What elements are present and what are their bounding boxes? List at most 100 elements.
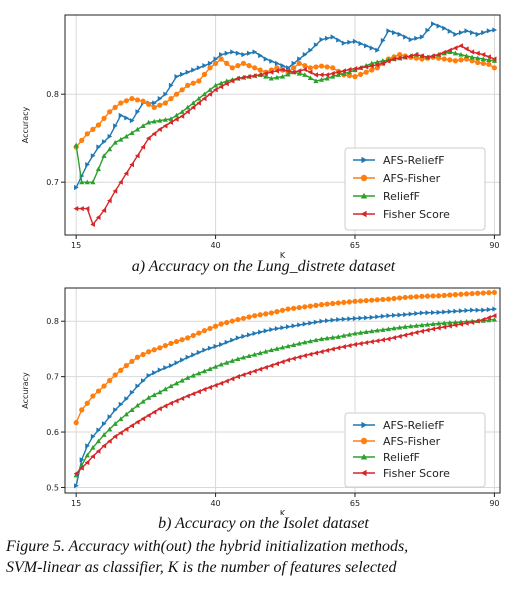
data-point bbox=[173, 338, 180, 345]
data-point bbox=[486, 290, 492, 296]
data-point bbox=[352, 330, 358, 336]
data-point bbox=[385, 58, 391, 64]
data-point bbox=[313, 72, 319, 78]
data-point bbox=[430, 321, 436, 327]
data-point bbox=[174, 360, 180, 366]
data-point bbox=[168, 340, 174, 347]
data-point bbox=[168, 362, 174, 369]
data-point bbox=[307, 69, 313, 75]
data-point bbox=[330, 65, 336, 71]
data-point bbox=[229, 65, 235, 71]
data-point bbox=[207, 366, 213, 371]
data-point bbox=[302, 66, 307, 73]
plot-frame bbox=[64, 287, 501, 494]
data-point bbox=[447, 47, 452, 53]
data-point bbox=[118, 136, 124, 142]
data-point bbox=[469, 290, 475, 297]
data-point bbox=[364, 315, 369, 321]
data-point bbox=[185, 354, 191, 360]
data-point bbox=[302, 52, 308, 58]
x-tick-label: 90 bbox=[489, 499, 499, 508]
data-point bbox=[118, 112, 124, 118]
data-point bbox=[296, 304, 302, 311]
data-point bbox=[123, 411, 129, 417]
data-point bbox=[436, 320, 442, 326]
data-point bbox=[174, 74, 180, 80]
data-point bbox=[486, 57, 492, 62]
data-point bbox=[302, 304, 308, 310]
data-point bbox=[475, 307, 481, 313]
data-point bbox=[107, 377, 113, 384]
data-point bbox=[246, 50, 252, 56]
data-point bbox=[397, 295, 403, 301]
data-point bbox=[146, 135, 151, 141]
data-point bbox=[123, 426, 129, 432]
data-point bbox=[436, 52, 441, 58]
data-point bbox=[302, 72, 308, 77]
data-point bbox=[302, 352, 307, 359]
data-point bbox=[469, 49, 475, 55]
data-point bbox=[324, 301, 330, 307]
data-point bbox=[318, 349, 324, 355]
data-point bbox=[196, 349, 202, 356]
data-point bbox=[452, 45, 458, 51]
data-point bbox=[374, 338, 380, 344]
data-point bbox=[85, 162, 90, 168]
data-point bbox=[491, 316, 498, 322]
data-point bbox=[475, 290, 481, 296]
data-point bbox=[397, 333, 402, 339]
data-point bbox=[313, 319, 319, 325]
data-point bbox=[84, 179, 90, 185]
data-point bbox=[162, 100, 168, 106]
data-point bbox=[403, 311, 408, 318]
data-point bbox=[252, 351, 258, 357]
data-point bbox=[458, 308, 464, 314]
data-point bbox=[274, 60, 280, 66]
data-point bbox=[146, 372, 152, 379]
data-point bbox=[352, 38, 358, 44]
data-point bbox=[140, 144, 146, 150]
data-point bbox=[135, 383, 141, 389]
data-point bbox=[419, 53, 425, 59]
data-point bbox=[307, 303, 313, 309]
data-point bbox=[325, 318, 330, 324]
data-point bbox=[101, 383, 107, 389]
data-point bbox=[330, 334, 336, 340]
data-point bbox=[235, 63, 241, 69]
data-point bbox=[352, 315, 358, 322]
data-point bbox=[118, 100, 124, 106]
data-point bbox=[252, 49, 258, 55]
legend-marker bbox=[361, 156, 368, 164]
data-point bbox=[385, 296, 392, 302]
x-tick-label: 65 bbox=[350, 241, 360, 250]
data-point bbox=[480, 316, 486, 323]
data-point bbox=[274, 74, 280, 80]
data-point bbox=[240, 315, 247, 321]
legend-label: ReliefF bbox=[383, 451, 420, 464]
data-point bbox=[123, 133, 129, 139]
data-point bbox=[134, 354, 141, 360]
chart-b-isolet: 15 40 65 90 0.5 0.6 0.7 0.8 K Accuracy AFS-ReliefF… bbox=[21, 287, 501, 515]
data-point bbox=[84, 459, 90, 466]
data-point bbox=[190, 80, 196, 86]
data-point bbox=[285, 306, 291, 312]
series-line-afs-fisher bbox=[75, 53, 495, 148]
data-point bbox=[124, 396, 129, 402]
data-point bbox=[113, 123, 118, 129]
data-point bbox=[224, 319, 230, 326]
data-point bbox=[235, 374, 240, 380]
data-point bbox=[263, 364, 268, 371]
data-point bbox=[224, 378, 229, 384]
data-point bbox=[425, 27, 431, 33]
data-point bbox=[90, 126, 96, 132]
data-point bbox=[430, 326, 436, 332]
data-point bbox=[296, 70, 302, 76]
data-point bbox=[212, 382, 218, 388]
data-point bbox=[134, 402, 141, 408]
data-point bbox=[162, 386, 168, 392]
data-point bbox=[140, 416, 146, 422]
data-point bbox=[229, 78, 235, 84]
data-point bbox=[185, 393, 190, 399]
legend-marker bbox=[361, 421, 368, 429]
data-point bbox=[212, 87, 218, 93]
